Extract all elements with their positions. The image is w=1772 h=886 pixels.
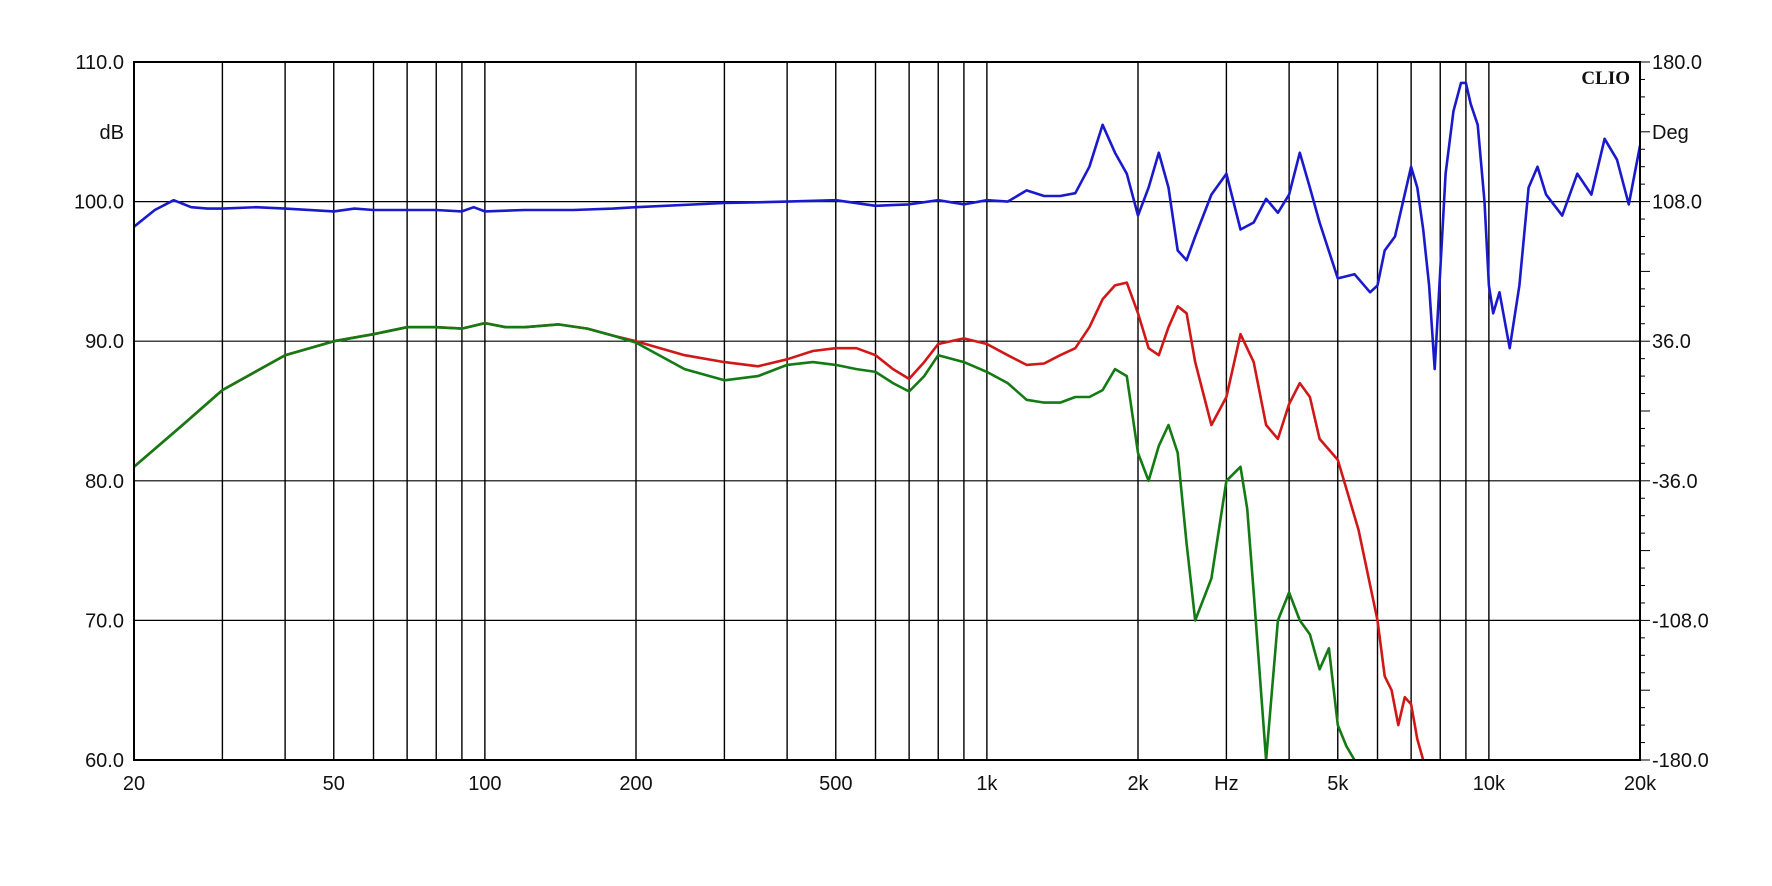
- series-line-blue: [134, 81, 1640, 371]
- y-left-tick-label: 80.0: [85, 471, 124, 493]
- y-left-tick-label: 110.0: [75, 52, 124, 74]
- y-right-tick-label: 36.0: [1652, 331, 1691, 353]
- y-right-tick-label: 108.0: [1652, 192, 1702, 214]
- y-left-tick-label: 100.0: [74, 192, 124, 214]
- x-axis-unit: Hz: [1214, 773, 1238, 795]
- y-left-tick-label: 60.0: [85, 750, 124, 772]
- x-tick-label: 2k: [1127, 773, 1149, 795]
- x-tick-label: 200: [619, 773, 652, 795]
- x-tick-label: 1k: [976, 773, 998, 795]
- y-axis-right-unit: Deg: [1652, 122, 1689, 144]
- y-left-tick-label: 70.0: [85, 610, 124, 632]
- grid-lines: [134, 62, 1640, 760]
- series-lines: [134, 81, 1640, 760]
- y-right-tick-label: -180.0: [1652, 750, 1709, 772]
- y-right-tick-label: -108.0: [1652, 610, 1709, 632]
- x-tick-label: 50: [323, 773, 345, 795]
- x-tick-label: 10k: [1473, 773, 1506, 795]
- x-tick-label: 100: [468, 773, 501, 795]
- y-axis-left-unit: dB: [100, 122, 124, 144]
- series-line-green: [134, 321, 1356, 760]
- x-tick-label: 20: [123, 773, 145, 795]
- x-tick-label: 20k: [1624, 773, 1657, 795]
- x-tick-label: 5k: [1327, 773, 1349, 795]
- y-right-tick-label: 180.0: [1652, 52, 1702, 74]
- y-left-tick-label: 90.0: [85, 331, 124, 353]
- brand-logo-text: CLIO: [1581, 68, 1630, 89]
- x-tick-label: 500: [819, 773, 852, 795]
- tick-labels: 20 50 100 200 500 1k 2k 5k 10k 20k 110.0 100.0 90.0 8…: [74, 52, 1709, 795]
- y-right-tick-label: -36.0: [1652, 471, 1698, 493]
